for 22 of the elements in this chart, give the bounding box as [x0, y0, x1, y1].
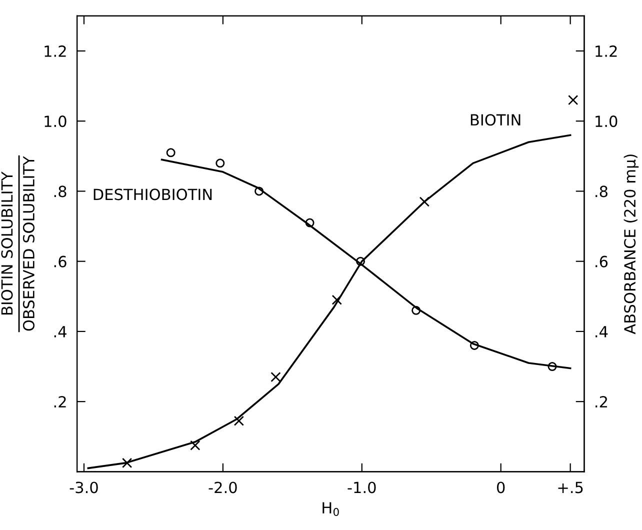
y2-tick-label: .2: [596, 396, 607, 408]
y2-tick-label: 1.0: [596, 116, 618, 128]
x-tick-label: 0: [496, 482, 505, 494]
y-tick-label: .6: [54, 256, 66, 268]
series-label: DESTHIOBIOTIN: [94, 188, 212, 200]
x-tick-label: +.5: [558, 482, 583, 494]
y-axis-title: BIOTIN SOLUBILITY OBSERVED SOLUBILITY: [1, 156, 35, 331]
y-tick-label: .4: [54, 326, 66, 338]
x-axis-title: H$_{0}$: [322, 502, 339, 516]
series-label: BIOTIN: [470, 114, 520, 126]
y2-tick-label: .6: [596, 256, 608, 268]
y-tick-label: 1.0: [44, 116, 66, 128]
y2-tick-label: .8: [596, 186, 608, 198]
x-tick-label: -3.0: [70, 482, 98, 494]
y2-axis-title: ABSORBANCE (220 mμ): [624, 154, 639, 334]
y2-tick-label: 1.2: [596, 45, 617, 57]
x-tick-label: -1.0: [348, 482, 376, 494]
y-tick-label: .8: [54, 186, 66, 198]
x-tick-label: -2.0: [208, 482, 237, 494]
y-tick-label: 1.2: [44, 45, 66, 57]
y-tick-label: .2: [54, 396, 66, 408]
y2-tick-label: .4: [596, 326, 608, 338]
